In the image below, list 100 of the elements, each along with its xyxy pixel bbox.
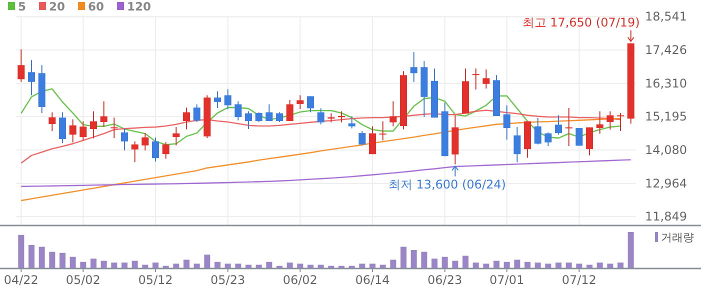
- bar: [400, 246, 406, 268]
- bar: [49, 252, 56, 268]
- legend-label: 5: [18, 0, 26, 14]
- x-tick-label: 04/22: [4, 273, 38, 287]
- bar: [628, 232, 634, 268]
- x-tick-label: 05/23: [210, 273, 246, 287]
- bar: [556, 262, 562, 268]
- candlestick: [121, 128, 128, 151]
- candlestick: [172, 126, 180, 146]
- bar: [142, 264, 148, 268]
- bar: [80, 262, 86, 268]
- bar: [224, 264, 231, 268]
- bar: [266, 262, 272, 268]
- bar: [472, 262, 479, 268]
- bar: [576, 264, 582, 268]
- candlestick: [586, 126, 593, 156]
- candlestick: [410, 52, 418, 82]
- bar: [514, 260, 520, 268]
- bar: [494, 260, 500, 268]
- candlestick: [482, 68, 490, 90]
- bar: [90, 258, 96, 268]
- bar: [566, 262, 572, 268]
- bar: [173, 264, 180, 268]
- candlestick: [617, 112, 624, 132]
- bar: [370, 264, 376, 268]
- candlestick: [606, 110, 614, 130]
- bar: [607, 264, 614, 268]
- candlestick: [390, 100, 397, 127]
- candlestick: [544, 132, 552, 147]
- bar: [432, 258, 438, 268]
- candlestick: [286, 99, 294, 122]
- candlestick: [18, 48, 25, 82]
- candlestick: [514, 126, 521, 163]
- x-tick-label: 07/12: [562, 273, 596, 287]
- candlestick: [255, 112, 262, 123]
- bar: [286, 262, 293, 268]
- bar: [483, 264, 490, 268]
- candlestick: [142, 132, 149, 151]
- candlestick: [48, 112, 56, 132]
- bar: [297, 264, 304, 268]
- y-tick-label: 12,964: [645, 176, 687, 190]
- bar: [214, 262, 220, 268]
- candlestick: [348, 116, 356, 129]
- y-tick-label: 11,849: [645, 210, 687, 224]
- bar: [60, 252, 66, 268]
- bar: [618, 262, 624, 268]
- bar: [111, 262, 118, 268]
- candlestick: [59, 112, 66, 144]
- bar: [442, 256, 448, 268]
- candlestick: [503, 104, 510, 140]
- candlestick: [379, 120, 386, 141]
- candlestick: [152, 137, 159, 162]
- candlestick: [266, 104, 273, 122]
- bar: [256, 264, 262, 268]
- annotation: 최고 17,650 (07/19): [522, 15, 640, 30]
- candlestick: [276, 112, 283, 123]
- candlestick: [565, 107, 572, 147]
- y-tick-label: 17,426: [645, 43, 687, 58]
- bar: [70, 256, 76, 268]
- legend-label: 60: [88, 0, 104, 14]
- bar: [100, 260, 107, 268]
- bar: [184, 260, 190, 268]
- candlestick: [162, 142, 170, 160]
- bar: [28, 244, 34, 268]
- bar: [152, 262, 158, 268]
- candlestick: [472, 68, 480, 90]
- bar: [38, 246, 45, 268]
- legend-label: 거래량: [661, 231, 694, 244]
- annotation: 최저 13,600 (06/24): [388, 177, 506, 192]
- x-tick-label: 06/23: [428, 273, 462, 287]
- bar: [18, 234, 24, 268]
- legend-label: 120: [127, 0, 152, 14]
- candlestick: [193, 104, 200, 123]
- bar: [452, 260, 458, 268]
- candlestick: [28, 60, 35, 96]
- candlestick: [80, 120, 87, 141]
- candlestick: [296, 94, 304, 110]
- candlestick: [576, 128, 583, 146]
- bar: [132, 260, 138, 268]
- x-tick-label: 06/02: [282, 273, 318, 287]
- candlestick: [317, 108, 324, 125]
- y-tick-label: 15,195: [645, 110, 687, 124]
- candlestick: [183, 107, 190, 130]
- bar: [504, 262, 510, 268]
- bar: [534, 262, 541, 268]
- bar: [318, 264, 324, 268]
- bar: [122, 262, 128, 268]
- bar: [596, 262, 603, 268]
- y-tick-label: 14,080: [645, 143, 687, 157]
- bar: [410, 250, 417, 268]
- bar: [308, 264, 314, 268]
- candlestick: [307, 96, 314, 113]
- bar: [359, 264, 366, 268]
- candlestick: [214, 90, 221, 108]
- candlestick: [555, 114, 562, 136]
- y-tick-label: 18,541: [645, 10, 687, 24]
- candlestick: [100, 100, 108, 128]
- candlestick: [358, 130, 366, 146]
- y-tick-label: 16,310: [645, 76, 687, 90]
- bar: [545, 264, 552, 268]
